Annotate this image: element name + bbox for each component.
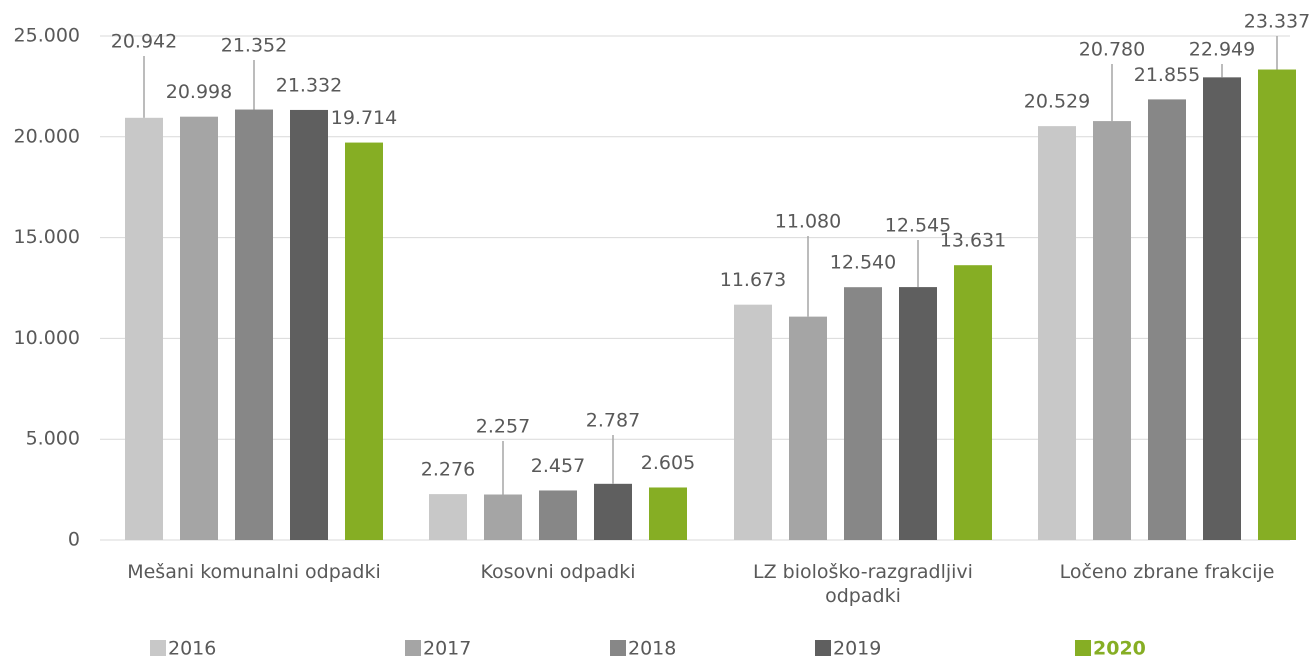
legend-label: 2020 xyxy=(1093,638,1146,657)
bar xyxy=(1038,126,1076,540)
bar xyxy=(594,483,632,540)
legend-swatch xyxy=(610,640,626,656)
legend-swatch xyxy=(405,640,421,656)
bar xyxy=(484,494,522,540)
data-label: 22.949 xyxy=(1189,39,1255,61)
y-tick-label: 25.000 xyxy=(14,25,80,47)
data-label: 21.855 xyxy=(1134,64,1200,86)
legend-label: 2019 xyxy=(833,638,881,657)
y-tick-label: 20.000 xyxy=(14,125,80,147)
y-tick-label: 5.000 xyxy=(26,428,80,450)
legend-label: 2017 xyxy=(423,638,471,657)
data-label: 20.780 xyxy=(1079,39,1145,61)
bar xyxy=(1093,121,1131,541)
y-tick-label: 0 xyxy=(68,529,80,551)
bar xyxy=(789,316,827,540)
data-label: 12.540 xyxy=(830,252,896,274)
bar xyxy=(844,287,882,540)
bar xyxy=(429,494,467,540)
legend-label: 2016 xyxy=(168,638,216,657)
x-tick-label: LZ biološko-razgradljivi odpadki xyxy=(753,561,973,607)
bar xyxy=(290,109,328,541)
data-label: 2.257 xyxy=(476,416,530,438)
x-tick-label: Ločeno zbrane frakcije xyxy=(1059,561,1275,583)
legend-swatch xyxy=(150,640,166,656)
legend-label: 2018 xyxy=(628,638,676,657)
bar xyxy=(1203,77,1241,541)
data-label: 2.457 xyxy=(531,455,585,477)
data-label: 11.673 xyxy=(720,269,786,291)
data-label: 23.337 xyxy=(1244,11,1310,33)
data-label: 21.352 xyxy=(221,35,287,57)
y-tick-label: 10.000 xyxy=(14,327,80,349)
bar xyxy=(899,287,937,540)
bar xyxy=(1148,99,1186,540)
bar xyxy=(954,265,992,540)
y-tick-label: 15.000 xyxy=(14,226,80,248)
data-label: 20.529 xyxy=(1024,91,1090,113)
legend-swatch xyxy=(1075,640,1091,656)
data-label: 21.332 xyxy=(276,74,342,96)
x-tick-label: Kosovni odpadki xyxy=(480,561,636,583)
bar xyxy=(539,490,577,540)
data-label: 11.080 xyxy=(775,211,841,233)
x-tick-label: Mešani komunalni odpadki xyxy=(127,561,381,583)
data-label: 2.276 xyxy=(421,459,475,481)
data-label: 13.631 xyxy=(940,230,1006,252)
bar xyxy=(649,487,687,540)
bar xyxy=(235,109,273,541)
data-label: 2.787 xyxy=(586,410,640,432)
bar xyxy=(125,117,163,541)
legend-swatch xyxy=(815,640,831,656)
data-label: 12.545 xyxy=(885,215,951,237)
bar xyxy=(345,142,383,540)
data-label: 20.998 xyxy=(166,81,232,103)
data-label: 19.714 xyxy=(331,107,397,129)
bar xyxy=(734,304,772,540)
data-label: 2.605 xyxy=(641,452,695,474)
data-label: 20.942 xyxy=(111,31,177,53)
bar xyxy=(1258,69,1296,541)
bar xyxy=(180,116,218,540)
